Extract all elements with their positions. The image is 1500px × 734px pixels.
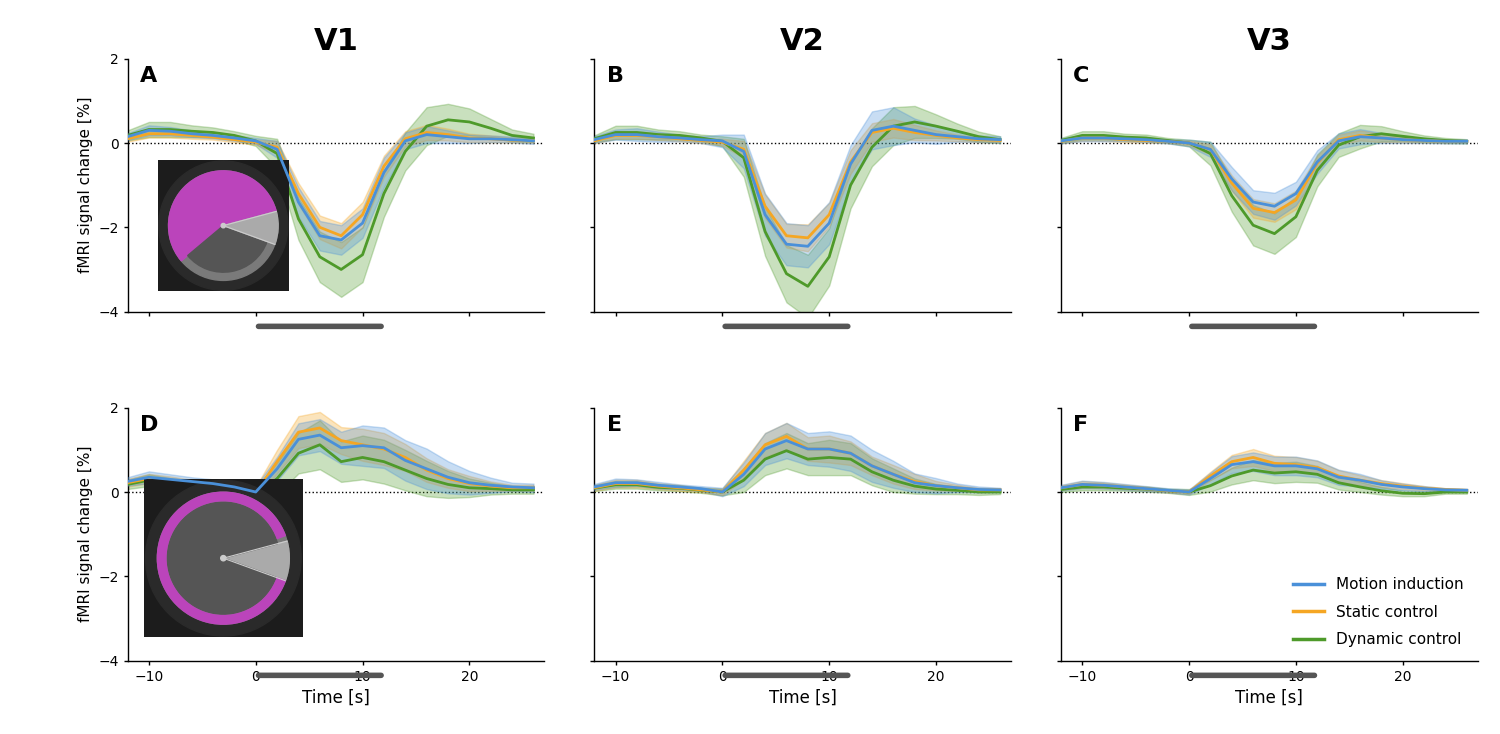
- Y-axis label: fMRI signal change [%]: fMRI signal change [%]: [78, 446, 93, 622]
- Title: V2: V2: [780, 27, 825, 57]
- Title: V3: V3: [1246, 27, 1292, 57]
- Text: C: C: [1074, 66, 1089, 87]
- Text: B: B: [606, 66, 624, 87]
- X-axis label: Time [s]: Time [s]: [768, 689, 837, 707]
- Text: D: D: [140, 415, 159, 435]
- Text: A: A: [140, 66, 158, 87]
- Title: V1: V1: [314, 27, 358, 57]
- Y-axis label: fMRI signal change [%]: fMRI signal change [%]: [78, 97, 93, 274]
- Text: E: E: [606, 415, 622, 435]
- Legend: Motion induction, Static control, Dynamic control: Motion induction, Static control, Dynami…: [1287, 571, 1470, 653]
- Text: F: F: [1074, 415, 1089, 435]
- X-axis label: Time [s]: Time [s]: [302, 689, 370, 707]
- X-axis label: Time [s]: Time [s]: [1234, 689, 1304, 707]
